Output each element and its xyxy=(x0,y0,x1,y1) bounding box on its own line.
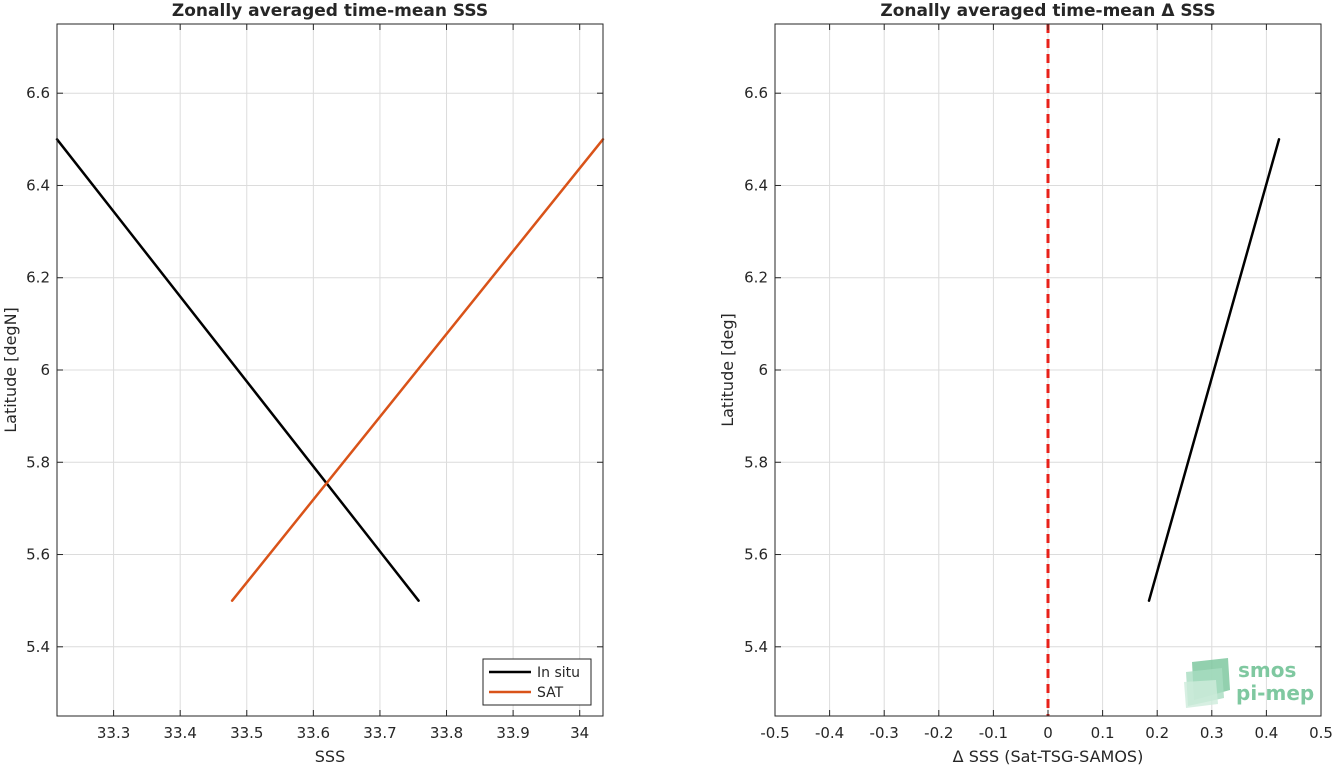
x-tick-label: 33.6 xyxy=(297,724,330,742)
series-line-sat xyxy=(230,138,605,602)
x-tick-label: -0.2 xyxy=(924,724,953,742)
x-tick-label: 33.3 xyxy=(97,724,130,742)
y-tick-label: 5.8 xyxy=(26,453,50,471)
y-tick-label: 6.4 xyxy=(26,176,50,194)
x-axis-label: Δ SSS (Sat-TSG-SAMOS) xyxy=(953,747,1144,765)
smos-pimep-logo: smos pi-mep xyxy=(1184,658,1314,708)
x-tick-label: 33.4 xyxy=(163,724,196,742)
logo-text-line1: smos xyxy=(1238,658,1296,682)
y-tick-label: 6.2 xyxy=(744,269,768,287)
series-line xyxy=(1147,138,1281,602)
y-tick-label: 6.2 xyxy=(26,269,50,287)
logo-mark-icon xyxy=(1184,658,1230,708)
legend-label-in-situ: In situ xyxy=(537,665,580,681)
delta-sss-profile-chart: Zonally averaged time-mean Δ SSS -0.5 -0.… xyxy=(718,1,1333,765)
y-tick-label: 5.6 xyxy=(26,546,50,564)
y-tick-label: 6 xyxy=(758,361,768,379)
series-group xyxy=(1147,138,1281,602)
chart-title: Zonally averaged time-mean SSS xyxy=(172,1,488,21)
x-axis-label: SSS xyxy=(315,747,345,765)
x-tick-label: 0.3 xyxy=(1200,724,1224,742)
x-tick-label: -0.4 xyxy=(815,724,844,742)
x-tick-label: -0.3 xyxy=(870,724,899,742)
x-tick-label: 0.1 xyxy=(1091,724,1115,742)
chart-title: Zonally averaged time-mean Δ SSS xyxy=(880,1,1215,21)
legend-label-sat: SAT xyxy=(537,685,564,701)
x-tick-label: 34 xyxy=(570,724,589,742)
y-tick-label: 5.6 xyxy=(744,546,768,564)
sss-profile-chart: Zonally averaged time-mean SSS 33.3 33.4 3… xyxy=(1,1,605,765)
x-tick-label: 33.9 xyxy=(496,724,529,742)
x-tick-label: -0.5 xyxy=(760,724,789,742)
y-tick-label: 5.4 xyxy=(744,638,768,656)
y-tick-label: 6.6 xyxy=(26,84,50,102)
y-tick-label: 6.4 xyxy=(744,176,768,194)
x-tick-label: 0.4 xyxy=(1254,724,1278,742)
x-tick-label: 33.8 xyxy=(430,724,463,742)
logo-text-line2: pi-mep xyxy=(1236,681,1314,705)
legend: In situ SAT xyxy=(482,658,592,706)
series-group xyxy=(55,138,605,602)
y-tick-label: 6 xyxy=(40,361,50,379)
tick-labels: 33.3 33.4 33.5 33.6 33.7 33.8 33.9 34 5.4 5.6 5.8 6… xyxy=(26,24,603,742)
series-line-in-situ xyxy=(55,138,420,602)
grid-lines xyxy=(57,24,603,716)
tick-labels: -0.5 -0.4 -0.3 -0.2 -0.1 0 0.1 0.2 0.3 0.4 0.5 5.4 5… xyxy=(744,24,1333,742)
x-tick-label: 0 xyxy=(1043,724,1053,742)
x-tick-label: -0.1 xyxy=(979,724,1008,742)
x-tick-label: 33.5 xyxy=(230,724,263,742)
x-tick-label: 33.7 xyxy=(363,724,396,742)
legend-box xyxy=(482,658,592,706)
x-tick-label: 0.5 xyxy=(1309,724,1333,742)
y-axis-label: Latitude [degN] xyxy=(1,307,20,433)
y-tick-label: 5.8 xyxy=(744,453,768,471)
x-tick-label: 0.2 xyxy=(1145,724,1169,742)
y-tick-label: 6.6 xyxy=(744,84,768,102)
y-axis-label: Latitude [deg] xyxy=(718,313,737,427)
y-tick-label: 5.4 xyxy=(26,638,50,656)
